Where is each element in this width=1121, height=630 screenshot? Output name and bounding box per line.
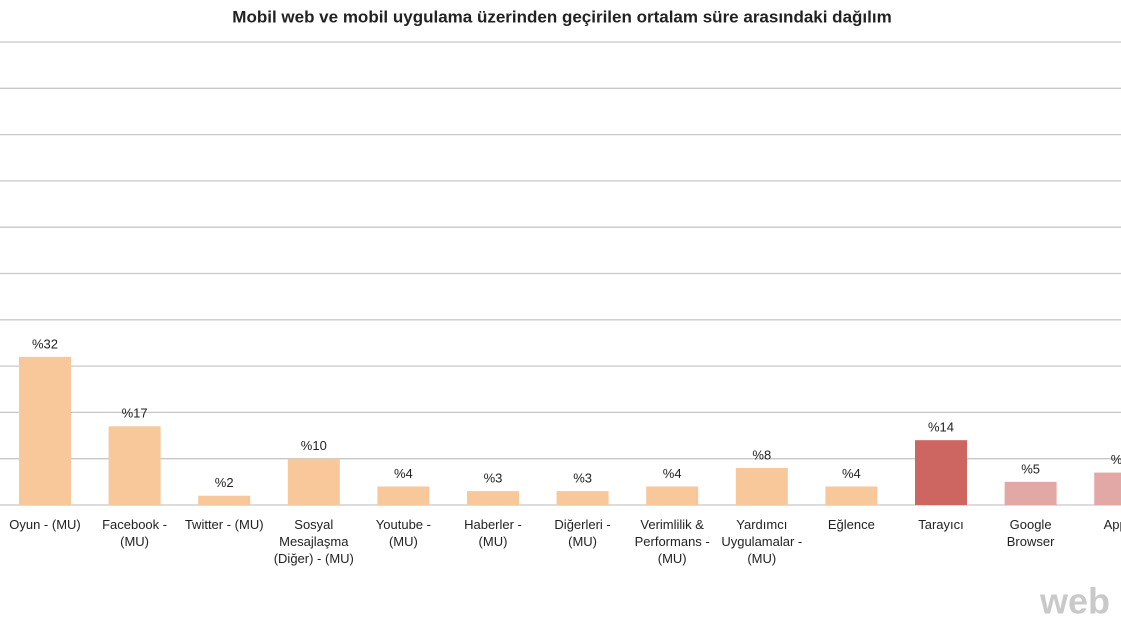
x-tick-label: Yardımcı Uygulamalar - (MU): [721, 517, 803, 566]
value-label: %32: [32, 336, 58, 351]
x-tick-label: Haberler - (MU): [464, 517, 522, 549]
x-tick-label: Twitter - (MU): [184, 517, 264, 532]
value-label: %2: [215, 475, 234, 490]
bar: [467, 491, 519, 505]
bar: [735, 467, 788, 505]
value-label: %5: [1021, 461, 1040, 476]
x-tick-label: Verimlilik & Performans - (MU): [634, 517, 710, 566]
bar: [556, 491, 609, 505]
bar: [1094, 472, 1121, 505]
value-label: %4: [663, 466, 682, 481]
chart-title: Mobil web ve mobil uygulama üzerinden ge…: [232, 7, 891, 26]
x-tick-label: Apple: [1103, 517, 1121, 532]
bar: [287, 458, 340, 505]
value-label: %8: [752, 447, 771, 462]
bar: [108, 426, 161, 505]
value-label: %3: [573, 471, 592, 486]
bar: [646, 486, 699, 505]
x-tick-label: Diğerleri - (MU): [554, 517, 611, 549]
bar: [1004, 481, 1057, 505]
value-label: %4: [842, 466, 861, 481]
x-tick-label: Facebook - (MU): [102, 517, 168, 549]
watermark: web: [1039, 581, 1110, 622]
value-label: %14: [928, 420, 954, 435]
x-tick-label: Tarayıcı: [918, 517, 964, 532]
bar: [377, 486, 430, 505]
value-label: %7: [1111, 452, 1121, 467]
bar: [915, 440, 967, 505]
bar: [19, 356, 71, 505]
x-tick-label: Google Browser: [1006, 517, 1055, 549]
x-tick-label: Oyun - (MU): [9, 517, 81, 532]
value-label: %4: [394, 466, 413, 481]
value-label: %17: [122, 406, 148, 421]
bar: [198, 495, 251, 505]
bar: [825, 486, 878, 505]
x-tick-label: Eğlence: [827, 517, 875, 532]
x-tick-label: Youtube - (MU): [375, 517, 431, 549]
x-tick-label: Sosyal Mesajlaşma (Diğer) - (MU): [273, 517, 354, 566]
value-label: %3: [484, 471, 503, 486]
value-label: %10: [301, 438, 327, 453]
